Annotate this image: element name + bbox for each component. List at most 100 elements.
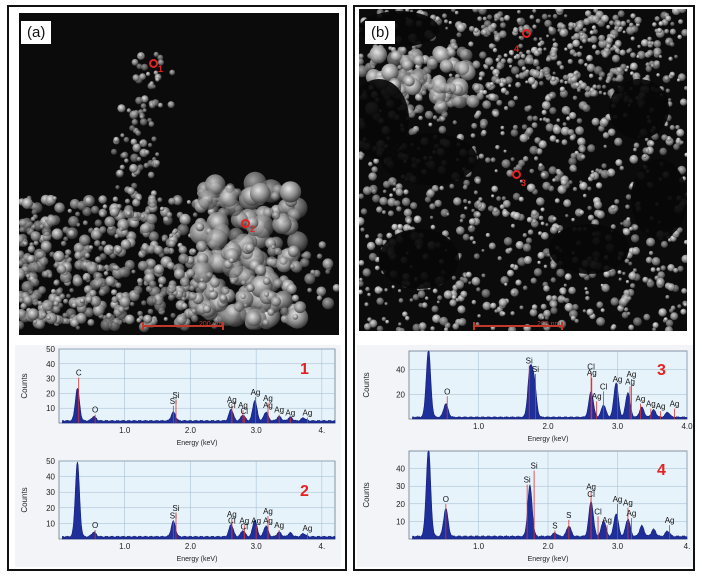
particle bbox=[631, 25, 639, 33]
particle bbox=[509, 64, 513, 68]
particle bbox=[69, 288, 74, 293]
particle bbox=[677, 34, 682, 40]
particle bbox=[68, 216, 79, 227]
particle bbox=[625, 204, 630, 210]
particle bbox=[543, 309, 551, 318]
particle bbox=[503, 149, 507, 153]
particle bbox=[529, 14, 535, 20]
particle bbox=[549, 226, 558, 234]
peak-label: Cl bbox=[587, 363, 595, 372]
peak-label: Cl bbox=[241, 523, 249, 532]
particle bbox=[622, 271, 626, 276]
particle bbox=[495, 78, 501, 85]
particle bbox=[395, 183, 403, 191]
particle bbox=[467, 200, 472, 205]
particle bbox=[241, 280, 247, 286]
x-tick-label: 4. bbox=[319, 426, 326, 435]
particle bbox=[532, 24, 537, 29]
particle bbox=[477, 16, 482, 22]
peak-label: Si bbox=[172, 391, 179, 400]
particle bbox=[526, 183, 536, 193]
particle bbox=[617, 270, 622, 275]
particle bbox=[23, 241, 28, 246]
particle bbox=[488, 242, 496, 250]
particle bbox=[464, 206, 468, 210]
particle bbox=[155, 77, 160, 82]
particle bbox=[517, 59, 526, 67]
particle bbox=[52, 196, 57, 201]
particle bbox=[592, 84, 597, 89]
particle bbox=[240, 293, 246, 300]
particle bbox=[147, 159, 155, 167]
particle bbox=[665, 15, 672, 22]
particle bbox=[499, 204, 505, 210]
x-tick-label: 2.0 bbox=[185, 426, 197, 435]
particle bbox=[243, 303, 248, 308]
particle bbox=[524, 56, 532, 65]
particle bbox=[526, 127, 534, 135]
particle bbox=[45, 312, 58, 325]
peak-label: Ag bbox=[586, 483, 596, 492]
particle bbox=[398, 298, 404, 303]
particle bbox=[634, 16, 642, 25]
particle bbox=[633, 317, 642, 326]
peak-label: Cl bbox=[228, 516, 236, 525]
peak-label: Cl bbox=[600, 382, 608, 391]
particle bbox=[206, 272, 213, 279]
particle bbox=[656, 73, 660, 77]
x-tick-label: 3.0 bbox=[612, 422, 624, 431]
particle bbox=[641, 39, 649, 47]
particle bbox=[538, 140, 547, 149]
x-tick-label: 2.0 bbox=[542, 542, 554, 551]
particle bbox=[136, 63, 143, 70]
particle bbox=[580, 82, 587, 90]
particle bbox=[541, 101, 551, 110]
particle bbox=[664, 326, 673, 331]
particle bbox=[382, 210, 386, 215]
particle bbox=[575, 126, 584, 135]
x-tick-label: 1.0 bbox=[473, 422, 485, 431]
particle bbox=[658, 308, 667, 317]
particle bbox=[453, 197, 462, 206]
particle bbox=[432, 288, 438, 294]
particle bbox=[192, 212, 198, 218]
particle bbox=[166, 261, 175, 270]
particle bbox=[630, 283, 636, 289]
particle bbox=[571, 217, 575, 222]
particle bbox=[181, 296, 186, 302]
particle bbox=[626, 65, 630, 69]
particle bbox=[135, 96, 143, 105]
particle bbox=[469, 236, 474, 241]
particle bbox=[127, 187, 135, 195]
particle bbox=[245, 310, 262, 327]
particle bbox=[302, 251, 312, 260]
particle bbox=[570, 315, 576, 321]
particle bbox=[39, 224, 45, 230]
particle bbox=[30, 231, 41, 242]
particle bbox=[394, 200, 401, 207]
particle bbox=[600, 169, 610, 179]
particle bbox=[499, 30, 507, 38]
particle bbox=[552, 125, 562, 135]
particle bbox=[576, 88, 581, 93]
x-tick-label: 1.0 bbox=[119, 542, 131, 551]
particle bbox=[542, 181, 551, 191]
particle bbox=[564, 302, 574, 312]
particle bbox=[596, 84, 602, 90]
particle bbox=[359, 65, 368, 78]
particle bbox=[610, 325, 616, 331]
particle bbox=[432, 314, 441, 324]
particle bbox=[522, 66, 526, 71]
particle bbox=[372, 194, 381, 203]
particle bbox=[149, 280, 157, 288]
particle bbox=[19, 260, 24, 267]
x-tick-label: 4. bbox=[684, 542, 691, 551]
particle bbox=[391, 223, 399, 231]
peak-label: Si bbox=[532, 365, 539, 374]
x-axis-label: Energy (keV) bbox=[528, 436, 569, 443]
particle bbox=[289, 264, 295, 269]
sem-image-a bbox=[19, 13, 339, 335]
particle bbox=[478, 153, 485, 159]
peak-label: Cl bbox=[587, 490, 595, 499]
particle bbox=[397, 289, 402, 293]
